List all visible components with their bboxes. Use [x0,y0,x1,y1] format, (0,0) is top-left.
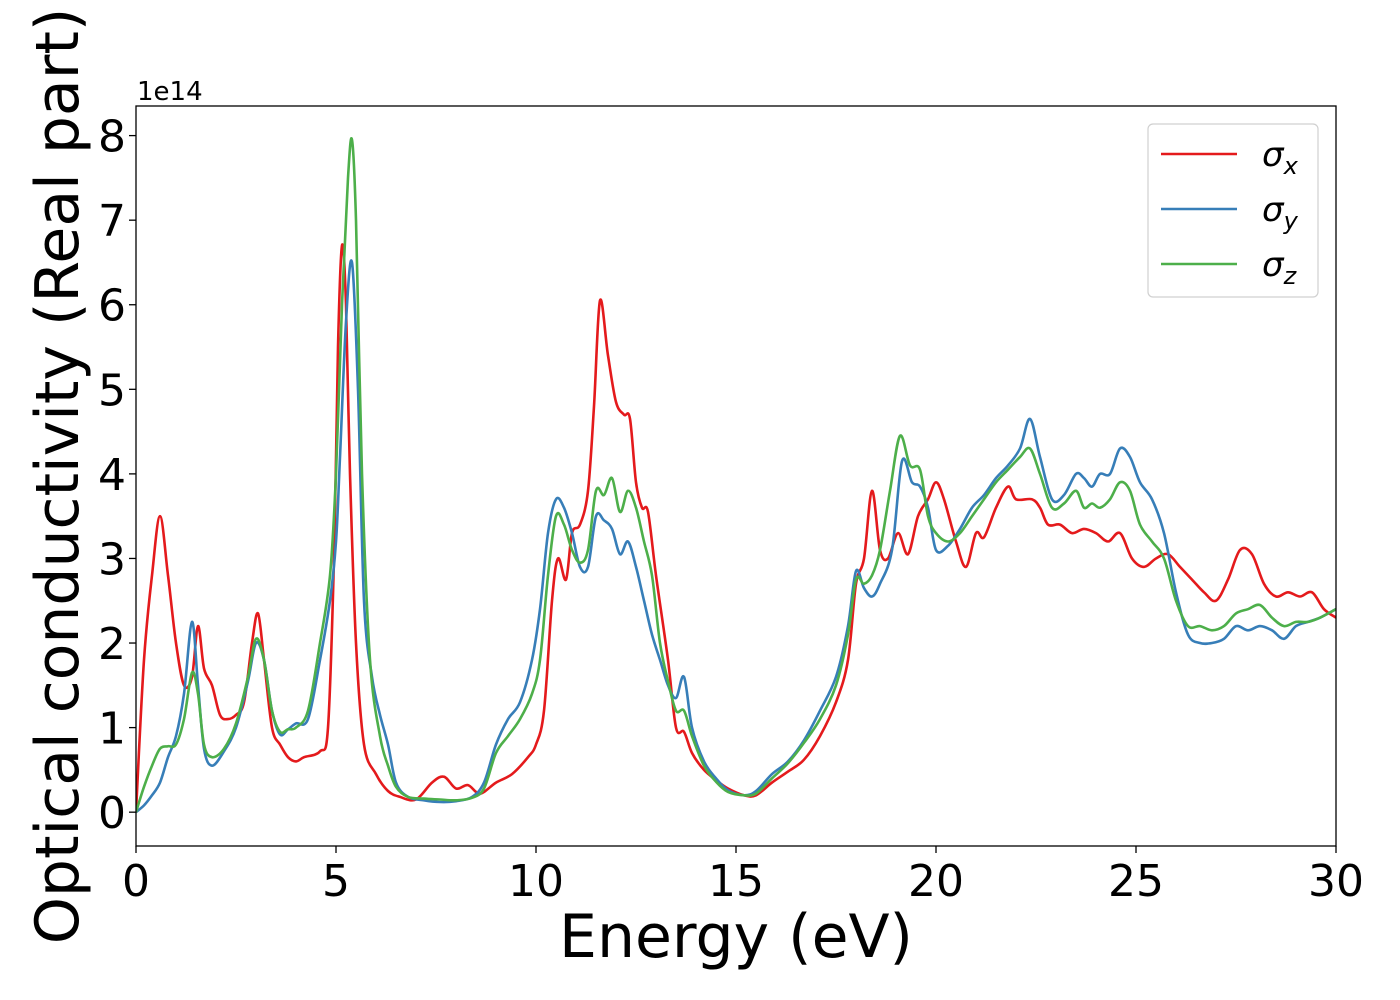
y-tick-label: 7 [98,196,126,247]
x-tick-label: 5 [322,856,350,907]
x-tick-label: 20 [908,856,964,907]
x-tick-label: 10 [508,856,564,907]
y-tick-label: 6 [98,281,126,332]
plot-area: 0 5 10 15 20 25 30 0 1 2 3 4 5 6 7 8 [98,105,1364,907]
legend-label-y: σy [1262,190,1299,235]
series-layer [136,136,1336,814]
x-tick-label: 15 [708,856,764,907]
x-tick-label: 30 [1308,856,1364,907]
x-axis-label: Energy (eV) [559,902,913,972]
y-tick-label: 4 [98,450,126,501]
y-tick-label: 8 [98,112,126,163]
series-line-y [136,259,1336,814]
y-tick-label: 0 [98,788,126,839]
legend: σx σy σz [1147,123,1319,298]
y-axis-label: Optical conductivity (Real part) [23,8,93,945]
legend-label-x: σx [1262,135,1299,180]
y-axis-ticks: 0 1 2 3 4 5 6 7 8 [98,112,136,839]
legend-label-z: σz [1262,245,1298,290]
y-tick-label: 5 [98,365,126,416]
legend-box [1147,123,1319,298]
x-axis-ticks: 0 5 10 15 20 25 30 [122,846,1364,907]
y-axis-offset-label: 1e14 [137,77,203,107]
series-line-z [136,136,1336,813]
x-tick-label: 0 [122,856,150,907]
y-tick-label: 1 [98,704,126,755]
y-tick-label: 2 [98,619,126,670]
x-tick-label: 25 [1108,856,1164,907]
series-line-x [136,243,1336,813]
y-tick-label: 3 [98,534,126,585]
